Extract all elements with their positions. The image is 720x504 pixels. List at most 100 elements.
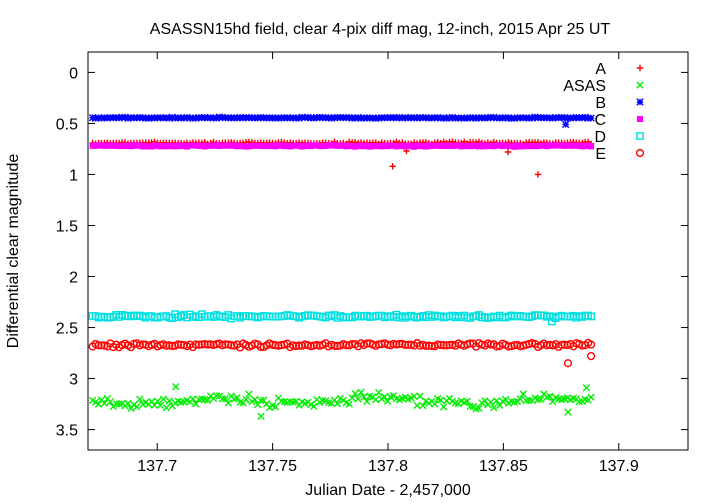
legend-label: A (595, 61, 606, 78)
data-point (162, 341, 171, 350)
data-point (557, 340, 566, 349)
data-point (586, 340, 596, 349)
data-point (504, 342, 513, 351)
data-point (94, 400, 103, 408)
data-point (245, 390, 253, 398)
data-point (174, 340, 183, 349)
data-point (360, 393, 368, 401)
data-point (495, 401, 504, 410)
data-point (97, 341, 106, 350)
data-point (354, 395, 362, 403)
data-point-outlier (547, 317, 556, 326)
data-point (218, 395, 227, 403)
data-point (227, 341, 236, 350)
legend-label: D (594, 129, 606, 146)
series-d (88, 310, 595, 326)
x-tick-label: 137.75 (248, 458, 297, 475)
data-point (445, 340, 454, 350)
data-point (295, 114, 303, 122)
data-point (581, 113, 589, 121)
data-point-outlier (564, 408, 572, 416)
data-point (519, 390, 527, 398)
data-point (525, 396, 533, 405)
y-tick-label: 0.5 (56, 116, 78, 133)
data-point (310, 402, 318, 410)
data-point (395, 339, 404, 349)
data-point (587, 312, 595, 321)
y-axis: 0 0.5 1 1.5 2 2.5 3 3.5 (56, 65, 688, 440)
legend-marker (637, 116, 643, 122)
chart-title: ASASSN15hd field, clear 4-pix diff mag, … (150, 21, 611, 38)
data-point (268, 340, 277, 349)
data-point (439, 403, 448, 411)
data-point (587, 393, 595, 401)
data-point (318, 396, 327, 405)
data-point (546, 392, 554, 401)
data-point (168, 113, 176, 122)
data-point (191, 340, 200, 349)
data-point (333, 400, 342, 408)
data-point (475, 404, 483, 412)
x-tick-label: 137.8 (368, 458, 408, 475)
data-point (254, 400, 262, 409)
data-point-outlier (389, 163, 396, 170)
data-point (374, 340, 383, 349)
data-point (189, 395, 197, 403)
data-point (309, 341, 318, 350)
data-point (383, 397, 392, 406)
y-tick-label: 2 (69, 270, 78, 287)
data-point (100, 399, 109, 407)
data-point (522, 396, 530, 405)
legend-marker (636, 132, 644, 140)
legend-marker (635, 148, 645, 158)
data-point (94, 341, 103, 350)
data-point (433, 340, 442, 349)
legend-label: E (595, 146, 606, 163)
data-point (194, 340, 203, 349)
data-point (560, 340, 569, 349)
data-point (419, 402, 427, 410)
data-point (159, 395, 168, 403)
data-point (542, 341, 551, 350)
series-c (89, 141, 595, 150)
data-point (345, 400, 353, 408)
data-point (242, 395, 250, 404)
data-point (330, 341, 339, 350)
data-point (165, 397, 173, 405)
data-point (392, 340, 401, 349)
data-point (257, 396, 265, 405)
data-point-outlier (504, 148, 512, 156)
data-point (587, 114, 595, 122)
y-tick-label: 2.5 (56, 321, 78, 338)
data-point (224, 399, 232, 407)
data-point (251, 395, 259, 404)
data-point (162, 404, 171, 412)
data-point (150, 401, 159, 409)
data-point (424, 341, 433, 350)
data-point (436, 396, 445, 404)
data-point (212, 114, 221, 122)
data-point-outlier (171, 383, 180, 391)
data-point (354, 113, 362, 122)
data-point (357, 388, 365, 396)
data-point (431, 400, 439, 408)
data-point (487, 398, 495, 406)
data-point (401, 340, 410, 350)
data-point (537, 395, 545, 404)
series-asas (88, 383, 595, 421)
data-point (124, 399, 132, 408)
legend-marker (636, 64, 644, 72)
data-point (510, 341, 519, 350)
data-point (416, 392, 424, 401)
x-tick-label: 137.7 (137, 458, 177, 475)
data-point (203, 396, 212, 405)
legend-label: C (594, 112, 606, 129)
data-point (413, 401, 421, 410)
x-tick-label: 137.9 (599, 458, 639, 475)
data-point (197, 340, 206, 349)
data-point (121, 113, 129, 122)
data-point (588, 143, 595, 150)
data-point (200, 340, 209, 349)
